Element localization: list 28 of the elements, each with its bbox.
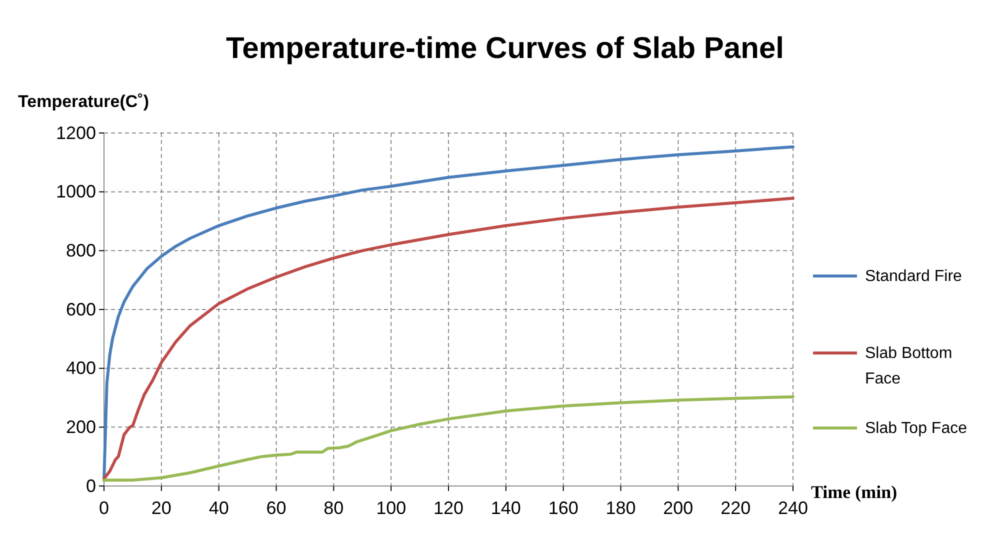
x-tick-label: 60 <box>266 498 286 518</box>
x-tick-label: 200 <box>663 498 694 518</box>
legend-label: Slab Bottom Face <box>865 345 952 388</box>
y-tick-label: 1200 <box>56 122 96 143</box>
y-tick-label: 400 <box>66 358 96 378</box>
legend-label: Standard Fire <box>865 268 962 285</box>
x-axis-title: Time (min) <box>811 482 898 502</box>
y-tick-label: 800 <box>66 240 96 260</box>
x-tick-label: 220 <box>720 498 751 518</box>
x-tick-label: 0 <box>98 498 110 518</box>
y-axis-title: Temperature(C˚) <box>18 92 149 111</box>
legend-label: Slab Top Face <box>865 420 968 437</box>
chart-title: Temperature-time Curves of Slab Panel <box>226 32 784 65</box>
x-tick-label: 120 <box>433 498 464 518</box>
x-tick-label: 140 <box>490 498 521 518</box>
x-tick-label: 40 <box>208 498 229 518</box>
x-tick-label: 180 <box>606 498 636 518</box>
x-tick-label: 240 <box>778 498 808 518</box>
x-tick-label: 160 <box>548 498 578 518</box>
x-tick-label: 100 <box>376 498 406 518</box>
x-tick-label: 20 <box>151 498 172 518</box>
y-tick-label: 0 <box>86 476 96 496</box>
y-tick-label: 600 <box>66 299 96 320</box>
line-series <box>102 395 794 482</box>
y-tick-label: 200 <box>66 416 96 437</box>
x-tick-label: 80 <box>324 498 344 518</box>
line-series <box>102 196 794 480</box>
y-tick-label: 1000 <box>56 182 96 202</box>
